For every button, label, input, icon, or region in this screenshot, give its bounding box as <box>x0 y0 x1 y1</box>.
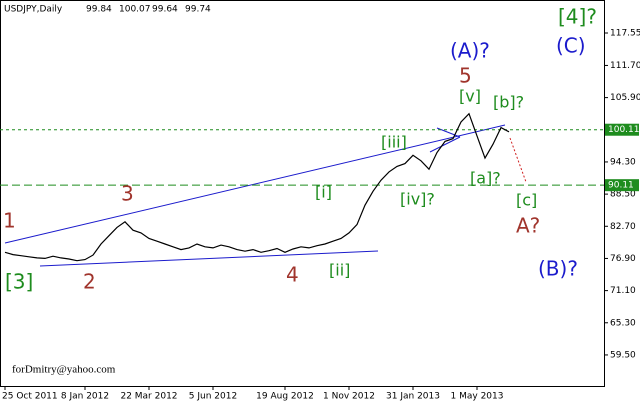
wave-label: 3 <box>121 182 134 206</box>
price-tag-label: 100.11 <box>608 125 640 135</box>
x-tick-label: 31 Jan 2013 <box>386 392 440 402</box>
wave-label: [3] <box>5 270 33 294</box>
x-tick-label: 8 Jan 2012 <box>61 392 109 402</box>
price-tag <box>605 123 639 136</box>
wave-label: [a]? <box>470 169 501 188</box>
plot-frame <box>0 0 605 387</box>
wave-label: [v] <box>459 87 481 106</box>
wave-label: (B)? <box>538 257 578 281</box>
price-tag <box>605 179 639 192</box>
y-tick-label: 82.70 <box>610 222 636 232</box>
wave-label: [iv]? <box>400 190 435 209</box>
wave-label: [iii] <box>381 133 407 152</box>
ohlc-value: 99.84 <box>86 5 112 15</box>
wave-label: [ii] <box>329 261 350 280</box>
y-tick-label: 105.90 <box>610 93 640 103</box>
wave-label: 1 <box>3 209 16 233</box>
y-tick-label: 65.30 <box>610 318 636 328</box>
trend-line <box>429 136 461 153</box>
wave-label: A? <box>516 214 540 238</box>
x-tick-label: 1 Nov 2012 <box>323 392 375 402</box>
ohlc-value: 99.64 <box>152 5 178 15</box>
trend-line <box>4 124 506 244</box>
wave-label: 4 <box>286 263 299 287</box>
wave-label: 5 <box>459 64 472 88</box>
y-tick-label: 111.70 <box>610 61 640 71</box>
x-tick-label: 25 Oct 2011 <box>2 392 58 402</box>
x-tick-label: 22 Mar 2012 <box>120 392 177 402</box>
y-tick-label: 59.50 <box>610 350 636 360</box>
x-tick-label: 5 Jun 2012 <box>189 392 237 402</box>
wave-label: [4]? <box>558 5 597 29</box>
y-tick-label: 117.55 <box>610 28 640 38</box>
ohlc-value: 99.74 <box>185 5 211 15</box>
trend-line <box>39 250 379 267</box>
wave-label: [i] <box>315 183 332 202</box>
wave-label: [c] <box>516 191 537 210</box>
price-tag-label: 90.11 <box>608 181 634 191</box>
y-tick-label: 76.90 <box>610 254 636 264</box>
x-tick-label: 1 May 2013 <box>451 392 504 402</box>
y-tick-label: 94.30 <box>610 157 636 167</box>
watermark: forDmitry@yahoo.com <box>12 364 116 376</box>
x-tick-label: 19 Aug 2012 <box>256 392 314 402</box>
wave-label: (C) <box>556 34 586 58</box>
wave-label: (A)? <box>450 39 490 63</box>
chart-title: USDJPY,Daily <box>4 5 63 15</box>
y-tick-label: 71.10 <box>610 286 636 296</box>
y-tick-label: 88.50 <box>610 190 636 200</box>
wave-label: 2 <box>83 270 96 294</box>
ohlc-value: 100.07 <box>119 5 151 15</box>
price-line <box>4 112 510 262</box>
wave-label: [b]? <box>493 93 524 112</box>
